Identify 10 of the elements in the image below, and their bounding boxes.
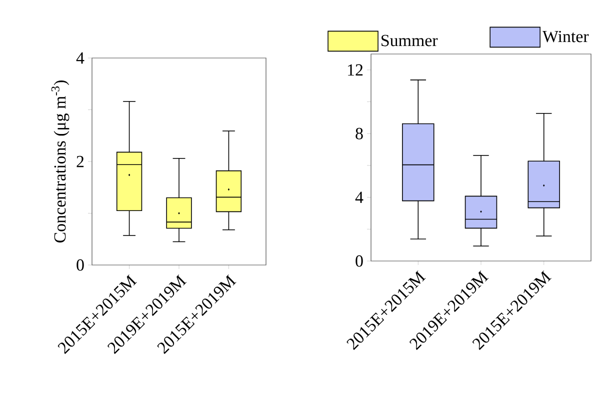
y-tick-label: 2 <box>76 156 84 168</box>
y-tick-label: 8 <box>356 128 363 140</box>
legend-label: Summer <box>382 34 438 46</box>
y-tick-label: 4 <box>76 52 84 64</box>
y-axis-title: Concentrations (μg m$^{-3}$) <box>51 80 70 243</box>
y-tick-label: 0 <box>356 255 363 267</box>
legend-label: Winter <box>542 30 589 42</box>
y-tick-label: 12 <box>348 64 363 76</box>
y-tick-label: 4 <box>355 192 364 203</box>
y-tick-label: 0 <box>76 259 84 271</box>
